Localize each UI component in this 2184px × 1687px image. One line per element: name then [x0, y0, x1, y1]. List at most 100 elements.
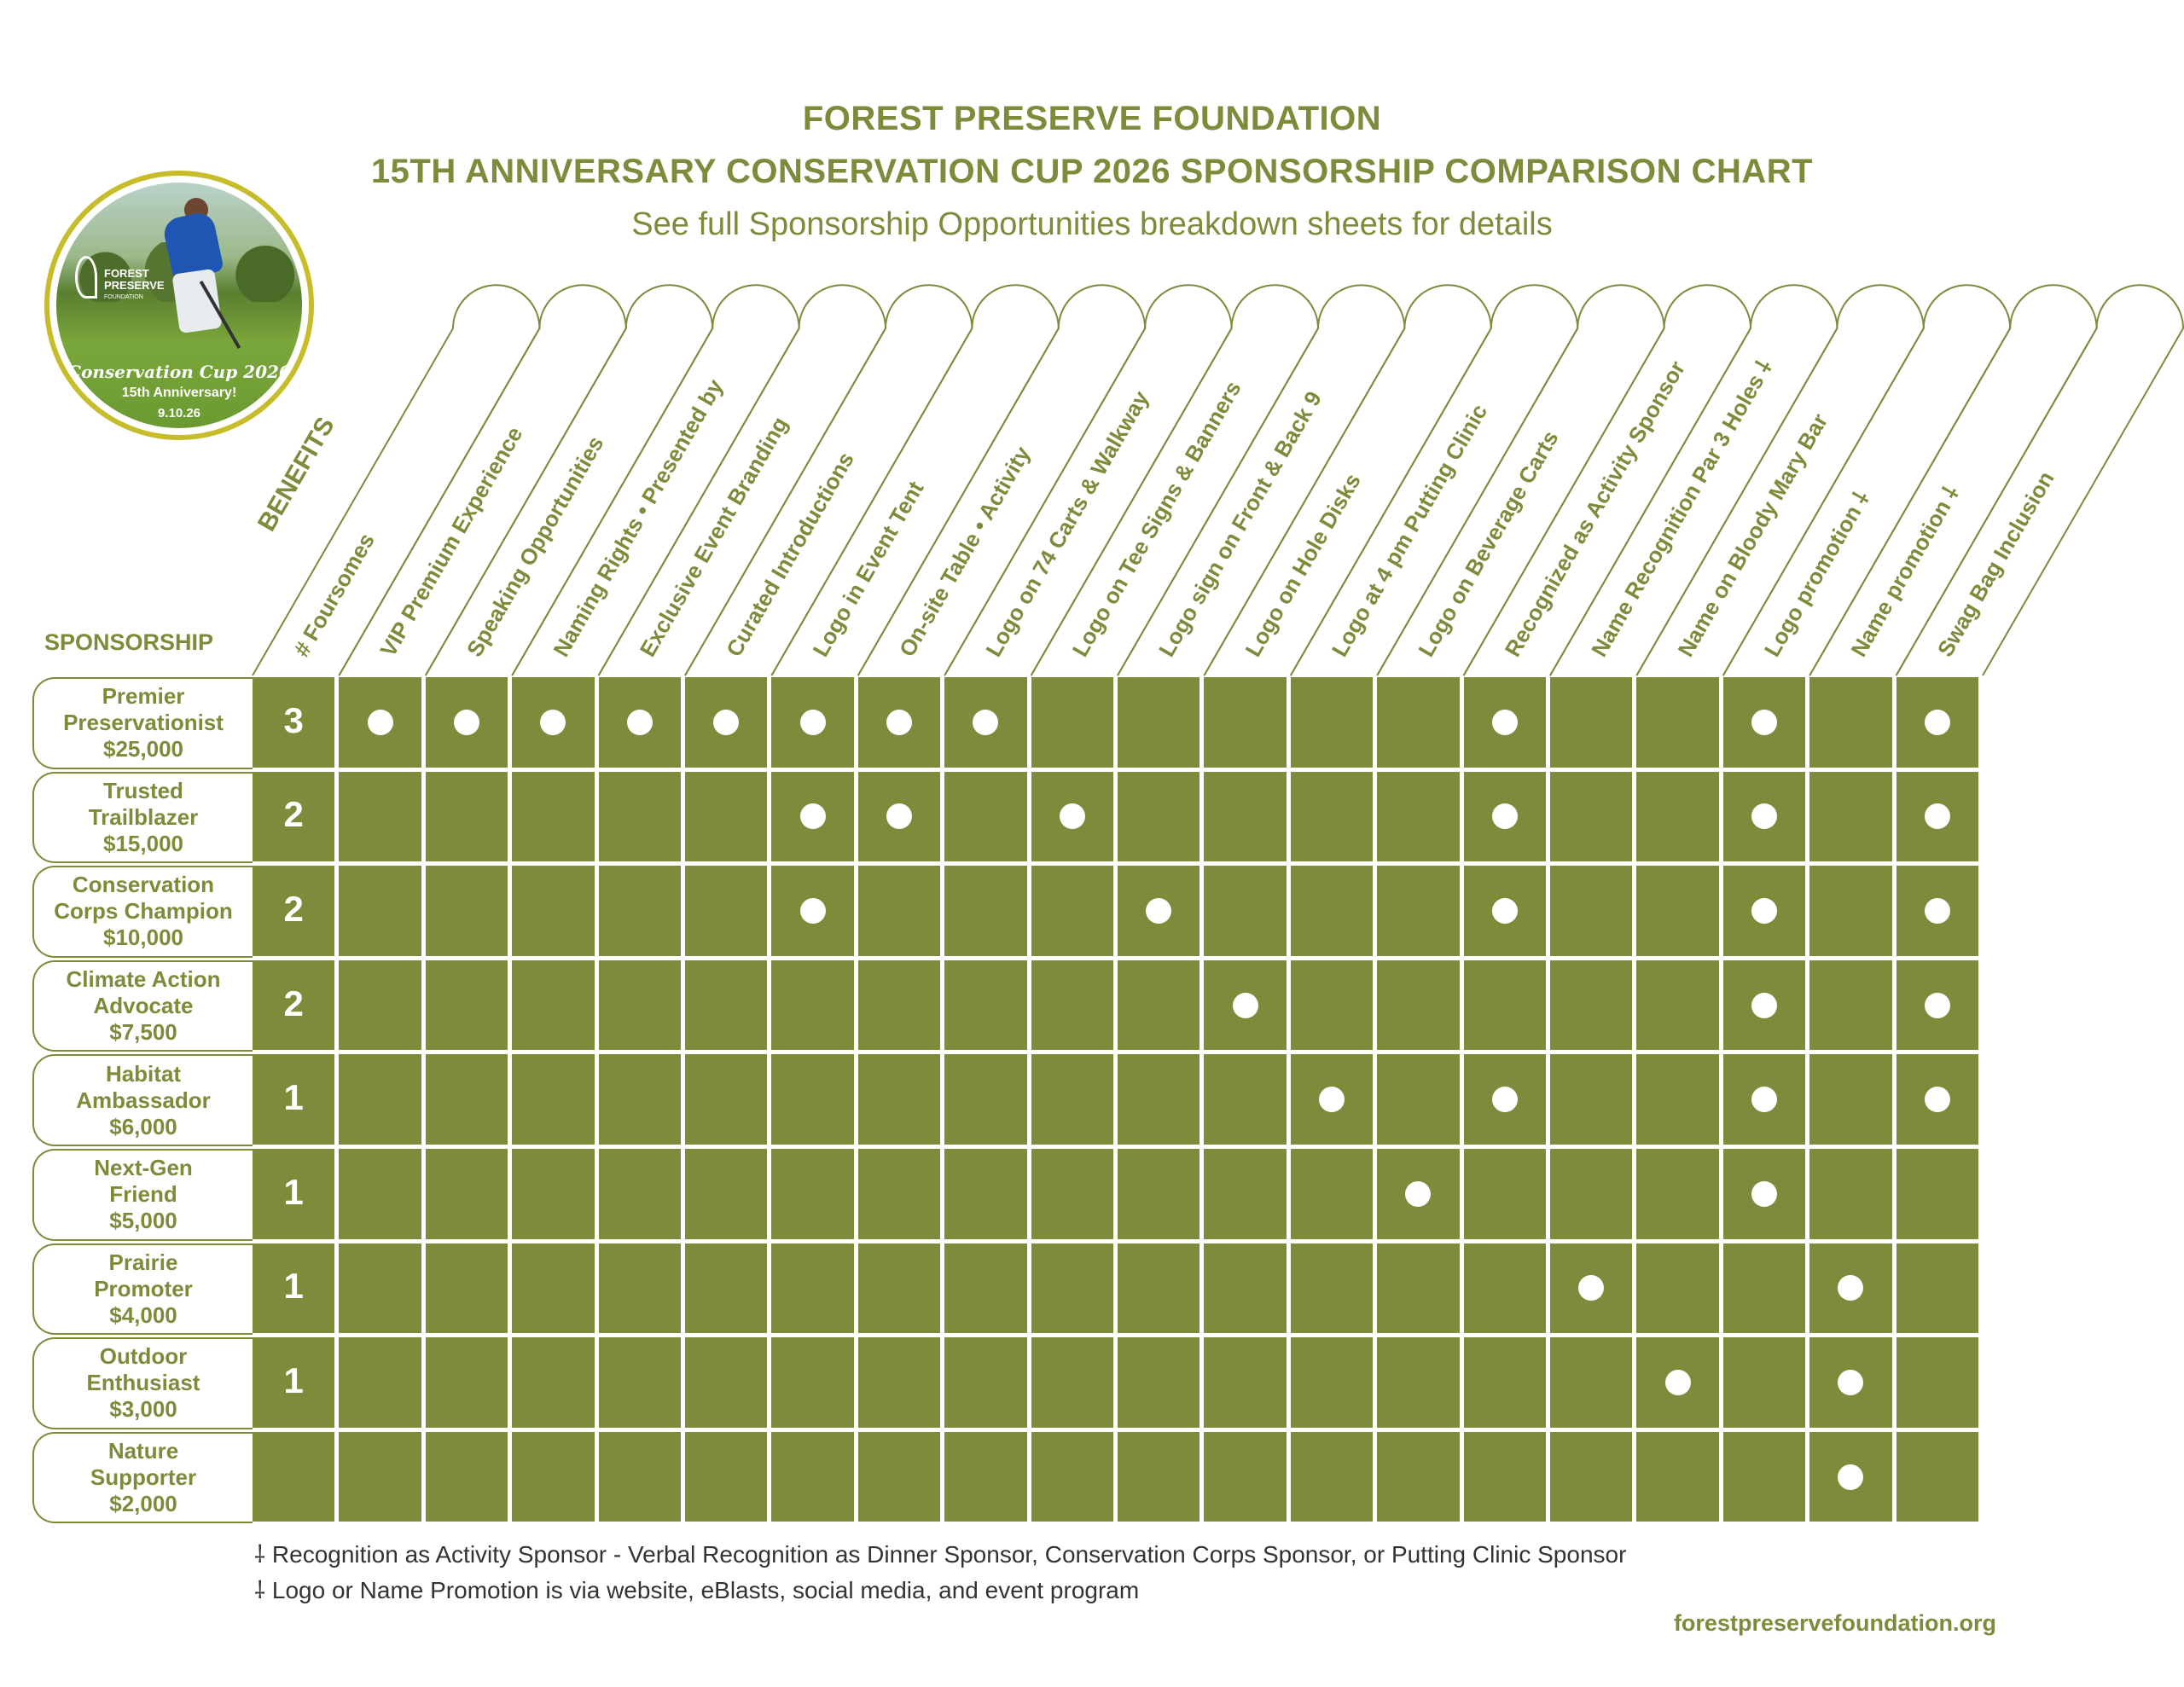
benefit-dot: [1491, 803, 1518, 830]
column-tab-outline: [424, 284, 714, 676]
grid-cell: [944, 959, 1027, 1051]
benefit-dot: [1751, 803, 1777, 830]
grid-cell: [1463, 677, 1546, 768]
grid-cell: [598, 866, 681, 956]
grid-cell: [857, 1431, 941, 1522]
level-price: $15,000: [103, 830, 183, 856]
grid-cell: [1377, 1243, 1460, 1334]
grid-cell: [1722, 771, 1806, 862]
grid-cell: [598, 959, 681, 1051]
grid-cell: [857, 866, 941, 956]
grid-cell: [1809, 677, 1892, 768]
level-price: $6,000: [109, 1113, 177, 1139]
column-tab-outline: [1376, 284, 1665, 676]
column-header-label: VIP Premium Experience: [375, 422, 527, 661]
grid-cell: [1463, 1431, 1546, 1522]
footnotes: ⸸ Recognition as Activity Sponsor - Verb…: [254, 1537, 1626, 1609]
grid-cell: [685, 1054, 768, 1145]
grid-cell: [857, 1337, 941, 1428]
column-tab-outline: [252, 284, 541, 676]
level-line1: Habitat: [105, 1060, 182, 1087]
column-tab-outline: [684, 284, 973, 676]
logo-line-1: FOREST: [104, 267, 149, 280]
grid-cell: [512, 1054, 595, 1145]
grid-cell: [1550, 1149, 1633, 1239]
foursome-count: 2: [283, 794, 304, 835]
grid-cell: [771, 771, 854, 862]
grid-cell: [512, 866, 595, 956]
grid-cell: [1031, 1431, 1113, 1522]
column-tab-outline: [1809, 284, 2098, 676]
benefit-dot: [1924, 897, 1950, 924]
grid-cell: [1204, 677, 1287, 768]
grid-cell: [1118, 1431, 1200, 1522]
grid-cell: [944, 771, 1027, 862]
grid-cell: [944, 1054, 1027, 1145]
sponsorship-label: SPONSORSHIP: [44, 629, 214, 655]
benefit-dot: [1838, 1369, 1864, 1395]
grid-cell: [339, 1243, 421, 1334]
benefit-dot: [1059, 803, 1085, 830]
column-header-label: Logo on 74 Carts & Walkway: [980, 386, 1153, 661]
grid-cell: [1377, 1337, 1460, 1428]
grid-cell: [1809, 1243, 1892, 1334]
grid-cell: [857, 1243, 941, 1334]
level-line2: Ambassador: [76, 1087, 211, 1113]
column-tab-outline: [1462, 284, 1752, 676]
foursome-count: 2: [283, 983, 304, 1023]
benefit-dot: [799, 803, 826, 830]
benefit-dot: [799, 897, 826, 924]
grid-cell: [339, 1149, 421, 1239]
grid-cell: [1550, 771, 1633, 862]
grid-cell: [771, 1337, 854, 1428]
benefit-dot: [1664, 1369, 1691, 1395]
grid-cell: [1290, 771, 1374, 862]
grid-cell: [1463, 1337, 1546, 1428]
grid-cell: [339, 1054, 421, 1145]
benefit-dot: [713, 709, 740, 735]
grid-cell: [1809, 1149, 1892, 1239]
level-line2: Friend: [109, 1181, 177, 1208]
grid-cell: [425, 1054, 508, 1145]
grid-cell: [1377, 771, 1460, 862]
grid-cell: [944, 1431, 1027, 1522]
grid-cell: [1636, 866, 1719, 956]
page-subtitle: 15TH ANNIVERSARY CONSERVATION CUP 2026 S…: [370, 153, 1814, 190]
column-header-label: # Foursomes: [288, 529, 380, 661]
grid-cell: [1204, 1431, 1287, 1522]
column-header-label: Recognized as Activity Sponsor: [1500, 357, 1690, 661]
sponsorship-level-label: Nature Supporter $2,000: [32, 1431, 253, 1524]
grid-cell: [1722, 1054, 1806, 1145]
website-link[interactable]: forestpreservefoundation.org: [1673, 1610, 1996, 1636]
foursome-count: 1: [283, 1171, 304, 1212]
grid-cell: [1290, 959, 1374, 1051]
column-tab-outline: [1117, 284, 1406, 676]
grid-cell: [1031, 959, 1113, 1051]
grid-cell: [771, 959, 854, 1051]
page-title: FOREST PRESERVE FOUNDATION: [802, 100, 1382, 137]
logo-line-2: PRESERVE: [104, 279, 165, 292]
grid-cell: [1118, 1149, 1200, 1239]
grid-cell: [685, 959, 768, 1051]
grid-cell: [1896, 1149, 1978, 1239]
grid-cell: [685, 1431, 768, 1522]
benefit-dot: [1405, 1180, 1432, 1207]
grid-cell: [1118, 1337, 1200, 1428]
level-line1: Outdoor: [99, 1343, 188, 1370]
foursome-count: 2: [283, 888, 304, 929]
grid-cell: 2: [253, 866, 335, 956]
grid-cell: [512, 771, 595, 862]
grid-cell: [1290, 677, 1374, 768]
grid-cell: [944, 1243, 1027, 1334]
benefit-dot: [1838, 1464, 1864, 1490]
column-tab-outline: [1203, 284, 1492, 676]
grid-cell: [425, 866, 508, 956]
benefit-dot: [1751, 1087, 1777, 1113]
grid-cell: [1636, 1243, 1719, 1334]
benefit-dot: [1751, 709, 1777, 735]
grid-cell: [1636, 1149, 1719, 1239]
grid-cell: [1896, 771, 1978, 862]
grid-cell: [1377, 1054, 1460, 1145]
benefit-dot: [1491, 709, 1518, 735]
